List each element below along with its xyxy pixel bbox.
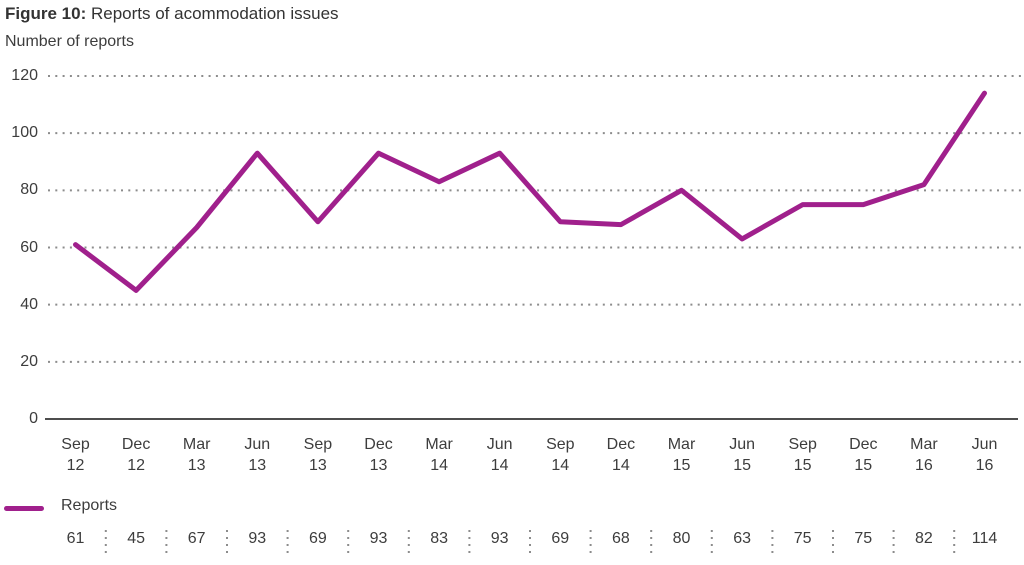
- value-cell: 75: [854, 530, 873, 547]
- value-cell: 75: [793, 530, 812, 547]
- x-tick-label: Sep 14: [546, 436, 575, 474]
- value-cell: 80: [672, 530, 691, 547]
- reports-series-line: [73, 90, 987, 293]
- value-cell: 63: [733, 530, 751, 547]
- x-tick-label: Dec 12: [121, 436, 151, 474]
- figure-title: Figure 10: Reports of acommodation issue…: [5, 4, 339, 24]
- x-tick-label: Mar 13: [182, 436, 211, 474]
- x-tick-label: Sep 13: [303, 436, 333, 474]
- value-cell: 67: [187, 530, 206, 547]
- y-tick-label: 0: [29, 410, 38, 427]
- value-cell: 61: [66, 530, 85, 547]
- y-tick-label: 120: [11, 67, 38, 84]
- y-tick-label: 40: [20, 295, 38, 313]
- x-tick-label: Jun 16: [971, 436, 998, 474]
- value-cell: 69: [308, 530, 327, 547]
- value-cell: 45: [127, 530, 145, 547]
- x-tick-label: Sep 15: [788, 436, 817, 474]
- value-cell: 83: [430, 530, 448, 547]
- legend-line-swatch: [4, 506, 44, 511]
- value-cell: 82: [914, 530, 933, 547]
- y-tick-label: 20: [20, 352, 38, 370]
- value-cell: 69: [551, 530, 570, 547]
- y-tick-label: 100: [11, 124, 38, 142]
- x-tick-label: Dec 14: [606, 436, 636, 474]
- value-cell: 114: [971, 530, 998, 547]
- x-tick-label: Mar 16: [910, 436, 938, 474]
- x-tick-label: Mar 15: [667, 436, 696, 474]
- value-cell: 93: [490, 530, 509, 547]
- figure-title-text: Reports of acommodation issues: [90, 4, 339, 23]
- x-tick-label: Dec 13: [364, 436, 393, 474]
- value-cell: 68: [611, 530, 630, 547]
- y-tick-label: 60: [20, 238, 38, 256]
- y-axis-title: Number of reports: [5, 33, 134, 50]
- x-tick-label: Jun 15: [729, 436, 755, 474]
- legend-label: Reports: [61, 497, 118, 514]
- x-tick-label: Sep 12: [61, 436, 90, 474]
- x-tick-label: Mar 14: [425, 436, 453, 474]
- value-cell: 93: [248, 530, 267, 547]
- x-tick-label: Jun 13: [244, 436, 271, 474]
- y-tick-label: 80: [20, 181, 38, 199]
- x-tick-label: Dec 15: [849, 436, 878, 474]
- figure-label: Figure 10:: [5, 4, 87, 23]
- x-tick-label: Jun 14: [486, 436, 513, 474]
- value-cell: 93: [369, 530, 388, 547]
